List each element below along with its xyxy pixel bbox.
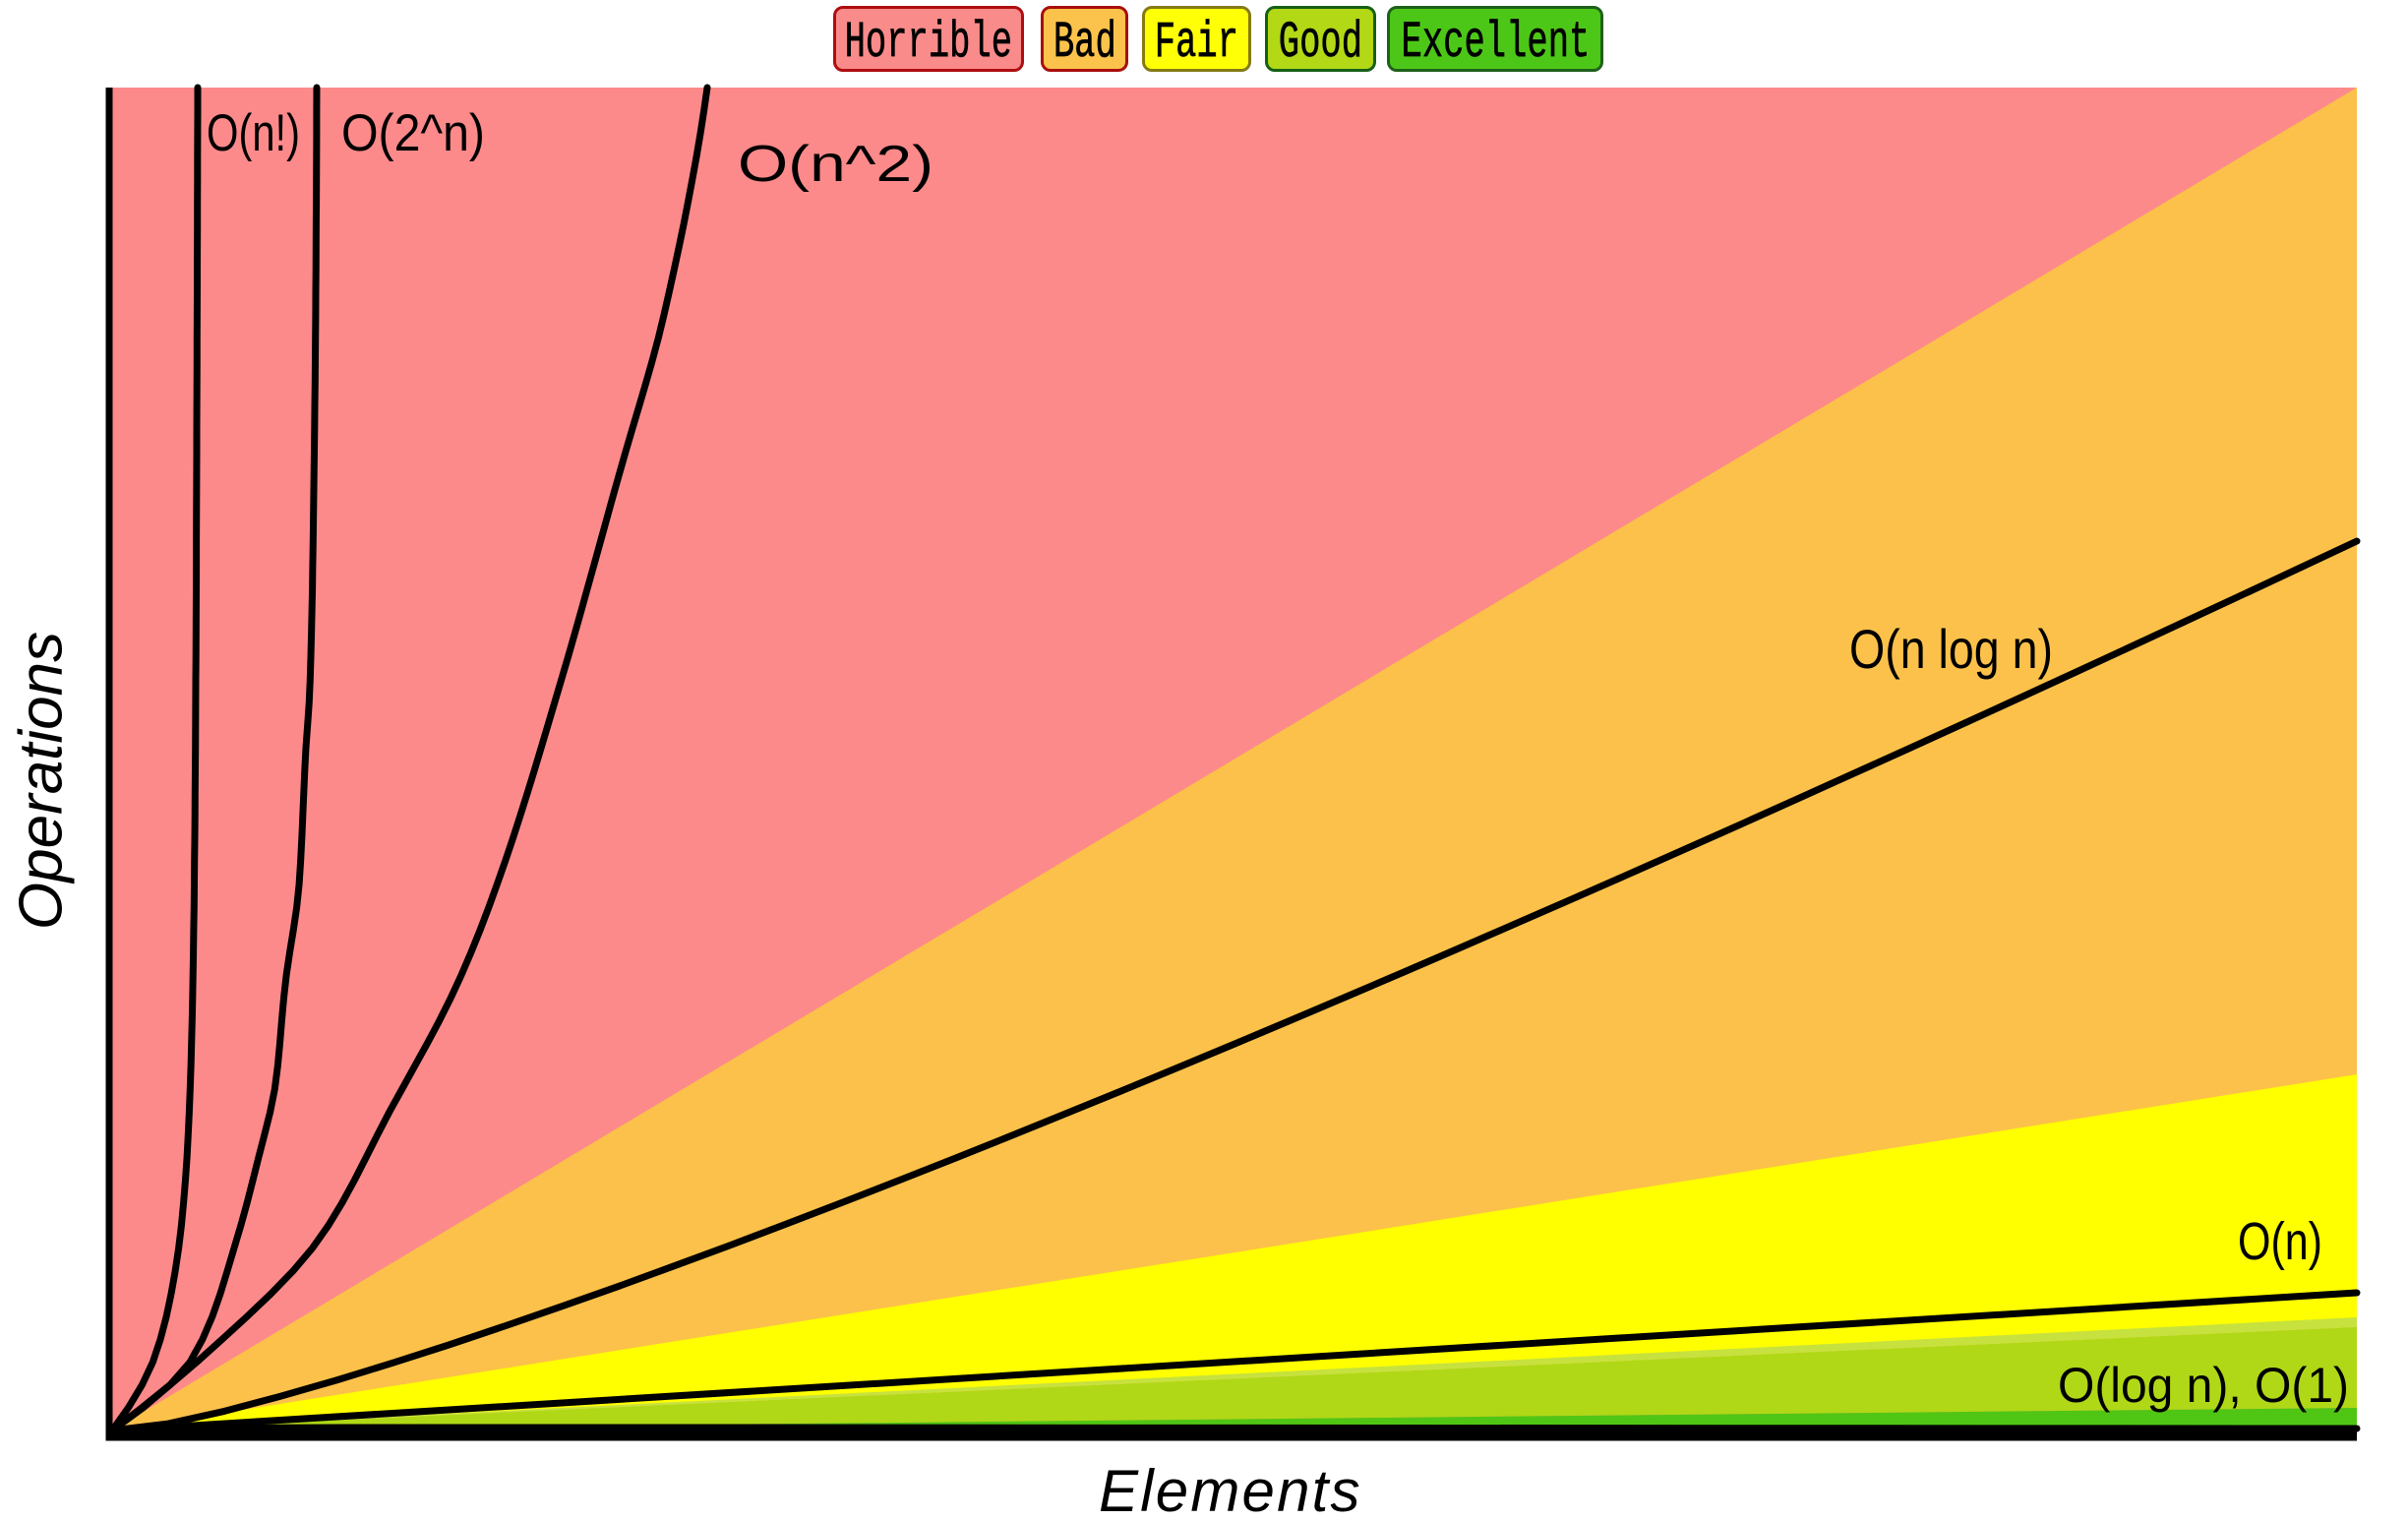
svg-text:O(n!): O(n!) [207,104,300,162]
svg-text:O(n): O(n) [2238,1212,2322,1271]
svg-text:O(n log n): O(n log n) [1849,618,2053,680]
svg-text:O(2^n): O(2^n) [341,104,485,162]
svg-text:O(log n), O(1): O(log n), O(1) [2058,1358,2349,1413]
svg-text:O(n^2): O(n^2) [738,136,933,193]
